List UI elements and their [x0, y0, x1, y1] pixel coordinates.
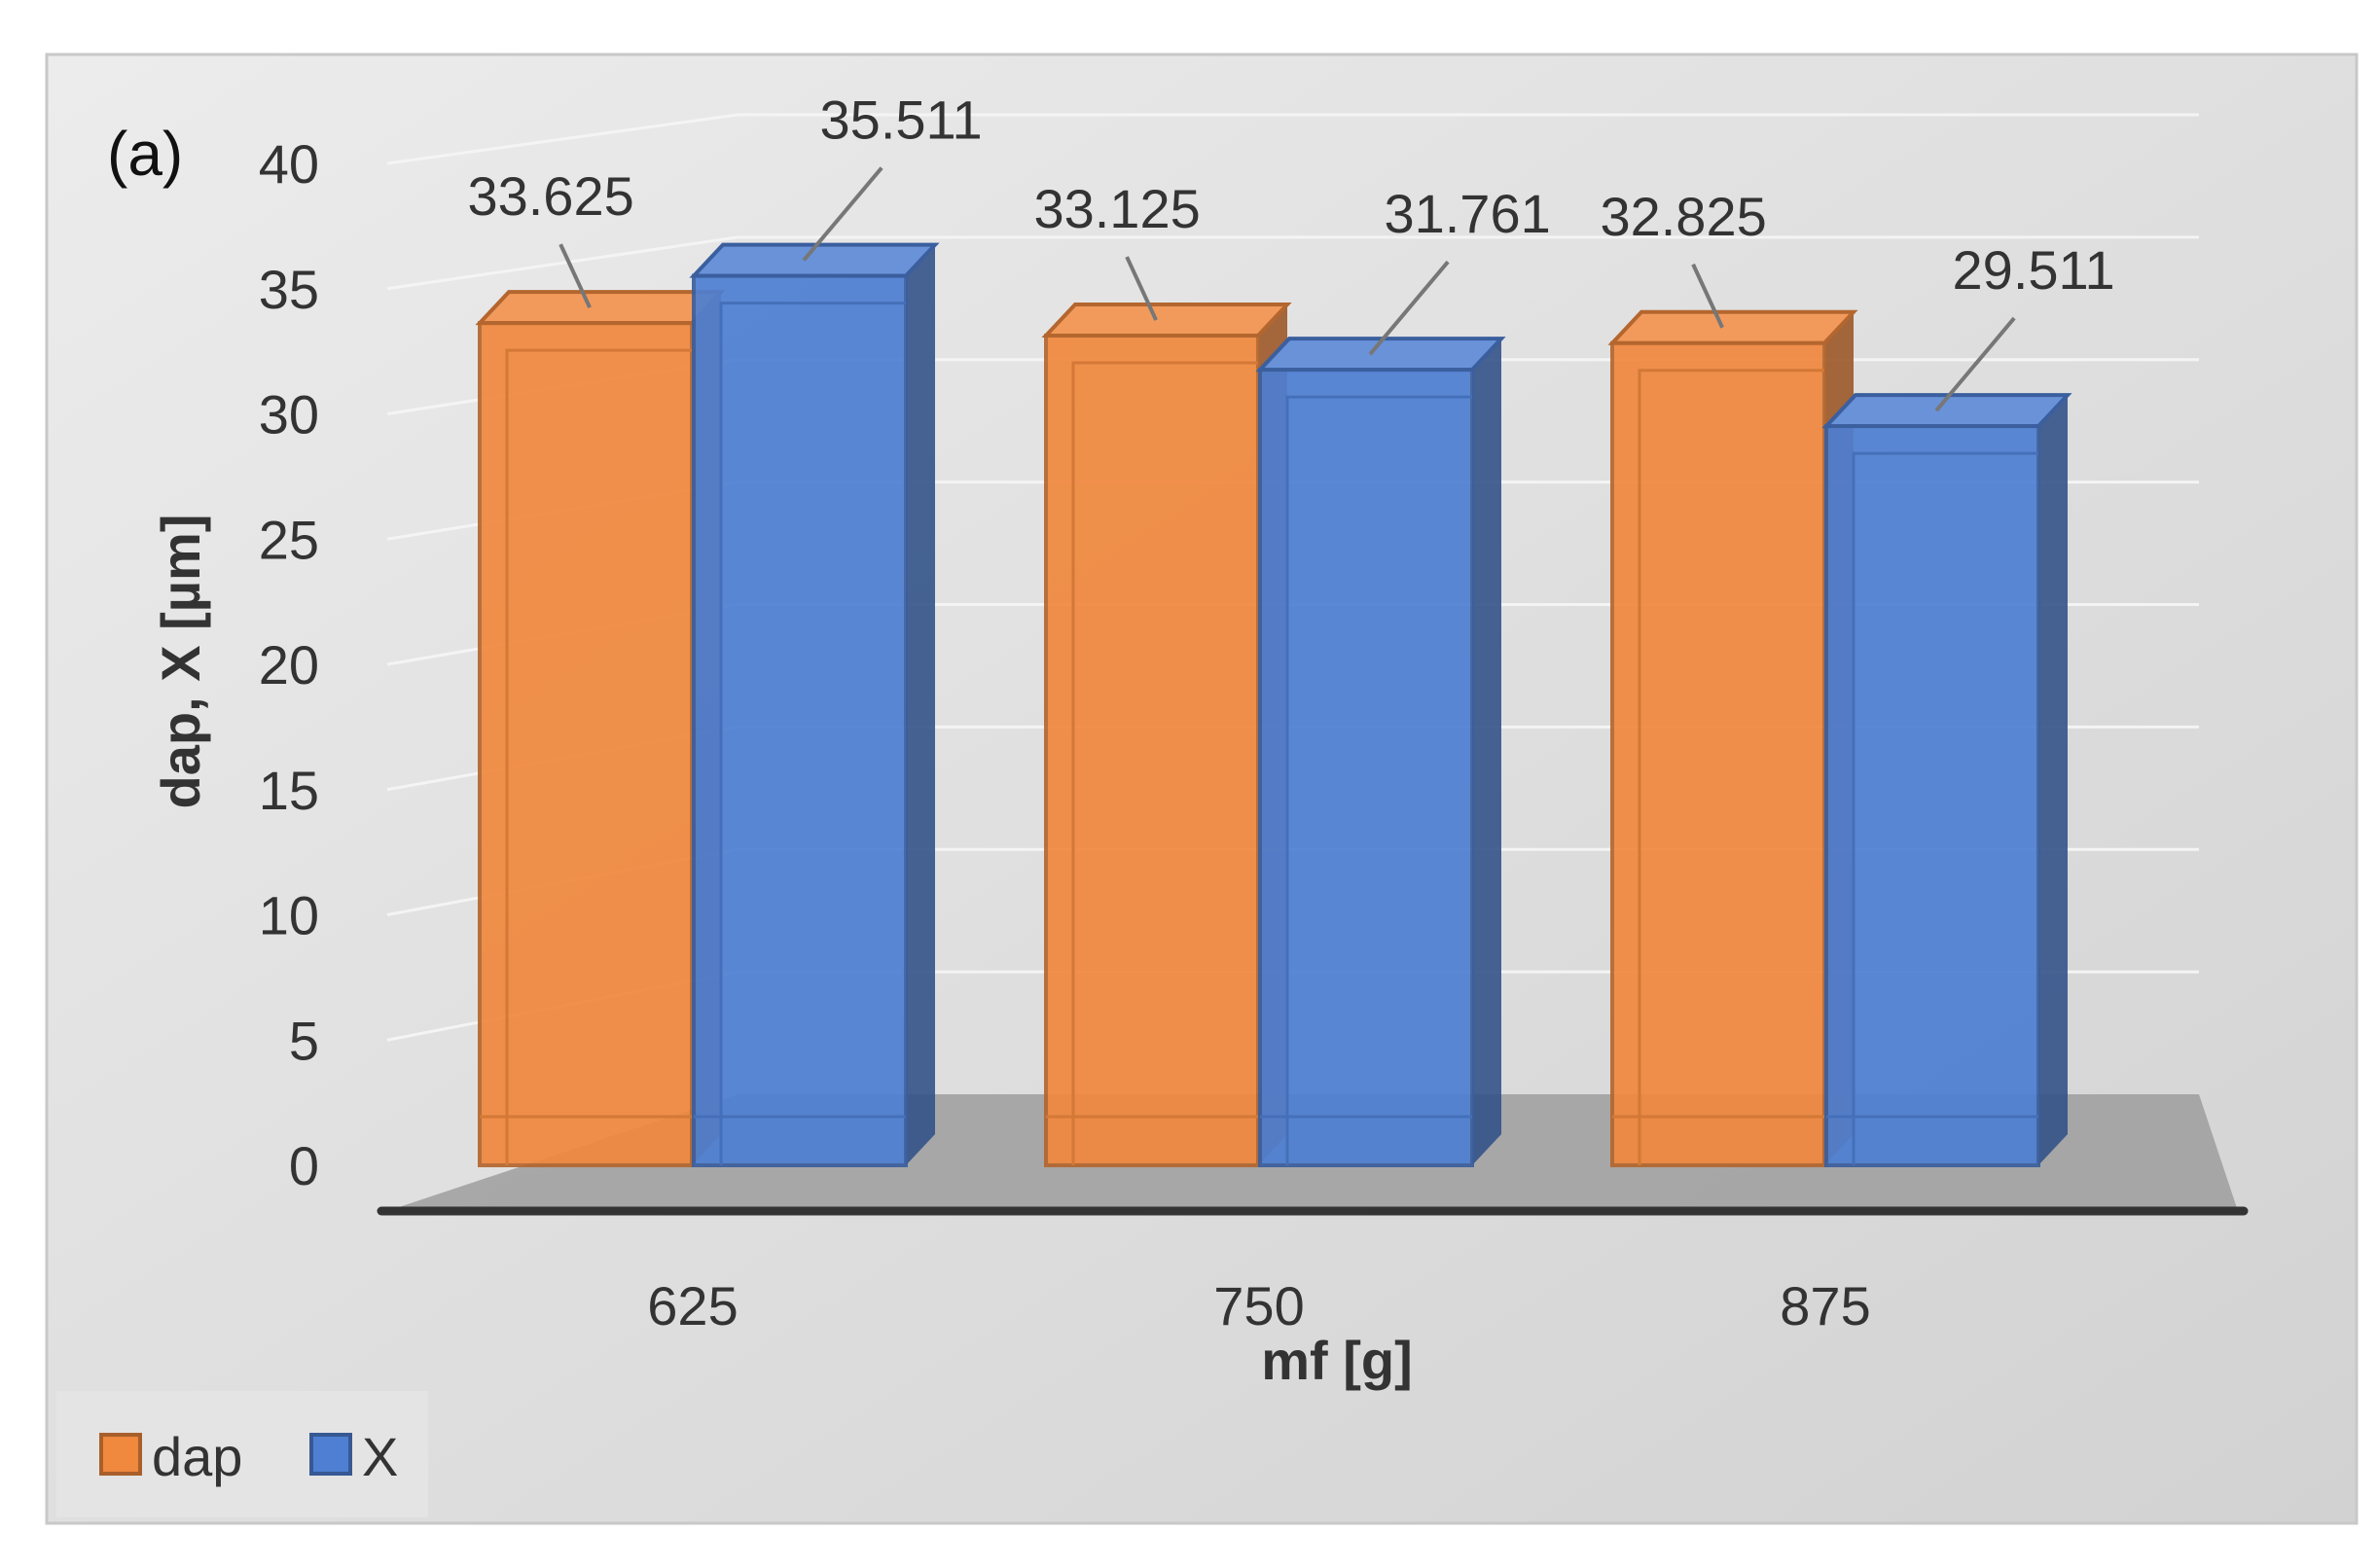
bar-bevel [505, 348, 692, 1165]
data-label-leader [558, 243, 592, 308]
bar-front [1258, 368, 1474, 1167]
data-label: 35.511 [820, 89, 983, 151]
x-tick-label: 875 [1780, 1275, 1870, 1336]
bar-top [1041, 303, 1292, 339]
y-tick-label: 0 [289, 1135, 319, 1196]
x-tick-label: 625 [647, 1275, 738, 1336]
x-tick-label: 750 [1213, 1275, 1304, 1336]
data-label: 31.761 [1384, 183, 1550, 244]
bar-front [1824, 424, 2040, 1167]
bar-top [1607, 309, 1858, 345]
y-axis-title: dap, X [µm] [150, 515, 211, 809]
bar-dap-875 [1607, 309, 1858, 1168]
bar-bevel [1852, 451, 2038, 1165]
y-tick-label: 30 [259, 384, 319, 445]
bar-bevel [1638, 369, 1824, 1165]
bar-front [1610, 340, 1826, 1168]
y-tick-label: 15 [259, 760, 319, 821]
bar-bevel [719, 302, 906, 1165]
bar-side [1472, 339, 1501, 1165]
y-tick-label: 25 [259, 509, 319, 570]
bar-front [478, 321, 694, 1167]
data-label: 33.625 [467, 165, 633, 227]
y-tick-label: 5 [289, 1010, 319, 1071]
data-label: 33.125 [1033, 178, 1200, 239]
data-label-leader [1125, 256, 1158, 321]
legend-label-dap: dap [152, 1426, 242, 1487]
bar-side [906, 244, 935, 1166]
bar-X-625 [689, 242, 940, 1167]
gridline [386, 235, 2199, 291]
x-axis-title: mf [g] [1261, 1330, 1413, 1391]
bar-front [1044, 334, 1260, 1167]
gridline [386, 113, 2199, 165]
legend-swatch-dap [99, 1433, 142, 1476]
data-label-leader [1368, 260, 1450, 356]
bar-dap-750 [1041, 303, 1292, 1167]
y-tick-label: 35 [259, 259, 319, 320]
bar-front [692, 273, 908, 1167]
bar-top [475, 290, 726, 326]
bar-dap-625 [475, 290, 726, 1167]
bar-X-875 [1821, 393, 2072, 1167]
bar-X-750 [1255, 337, 1506, 1167]
data-label: 29.511 [1953, 239, 2115, 301]
legend-label-X: X [362, 1426, 398, 1487]
y-tick-label: 40 [259, 133, 319, 195]
bar-side [2038, 395, 2068, 1165]
bar-bevel [1285, 395, 1472, 1165]
y-tick-label: 10 [259, 885, 319, 946]
data-label-leader [802, 166, 883, 262]
data-label-leader [1934, 316, 2016, 412]
y-tick-label: 20 [259, 634, 319, 695]
bar-bevel [1071, 361, 1258, 1165]
data-label-leader [1691, 263, 1724, 329]
panel-label: (a) [107, 119, 183, 189]
legend-swatch-X [309, 1433, 352, 1476]
data-label: 32.825 [1600, 186, 1766, 247]
